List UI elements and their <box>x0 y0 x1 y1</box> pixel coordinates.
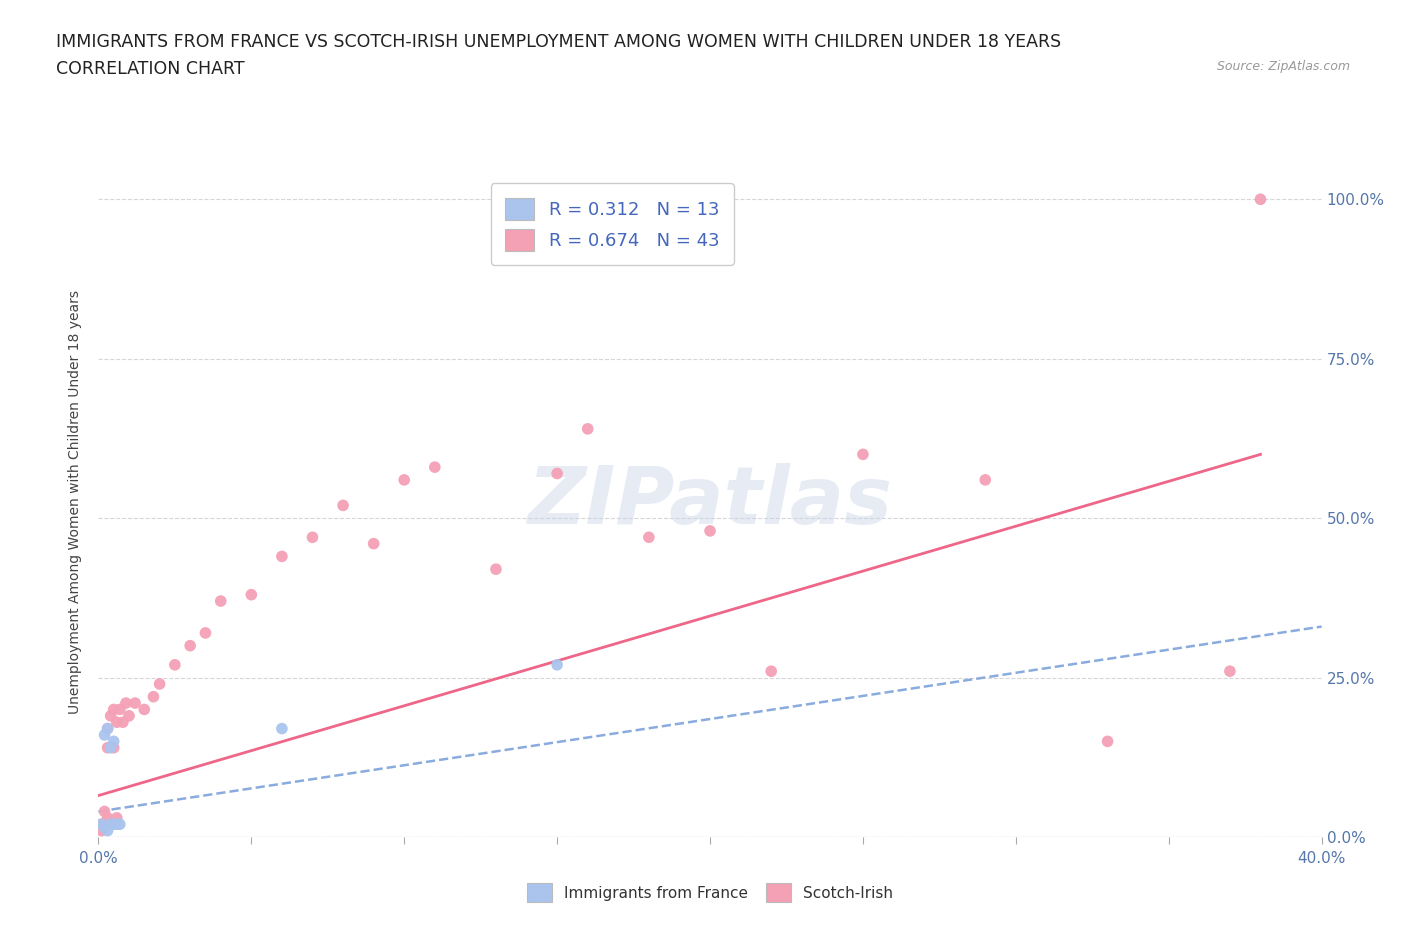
Point <box>699 524 721 538</box>
Point <box>111 715 134 730</box>
Point <box>240 587 263 602</box>
Point <box>100 817 122 831</box>
Point <box>637 530 661 545</box>
Point <box>118 709 141 724</box>
Point <box>100 709 122 724</box>
Point <box>134 702 156 717</box>
Point <box>363 537 385 551</box>
Point <box>485 562 508 577</box>
Point <box>97 823 120 838</box>
Point <box>194 626 217 641</box>
Y-axis label: Unemployment Among Women with Children Under 18 years: Unemployment Among Women with Children U… <box>69 290 83 714</box>
Point <box>97 810 120 825</box>
Point <box>142 689 165 704</box>
Point <box>103 817 125 831</box>
Point <box>100 817 122 831</box>
Point <box>93 817 115 831</box>
Point <box>105 817 128 831</box>
Point <box>93 804 115 819</box>
Point <box>103 702 125 717</box>
Text: IMMIGRANTS FROM FRANCE VS SCOTCH-IRISH UNEMPLOYMENT AMONG WOMEN WITH CHILDREN UN: IMMIGRANTS FROM FRANCE VS SCOTCH-IRISH U… <box>56 33 1062 50</box>
Point <box>90 823 112 838</box>
Point <box>97 721 120 736</box>
Point <box>97 721 120 736</box>
Point <box>332 498 354 512</box>
Point <box>759 664 782 679</box>
Legend: Immigrants from France, Scotch-Irish: Immigrants from France, Scotch-Irish <box>520 876 900 910</box>
Point <box>852 447 875 462</box>
Point <box>105 715 128 730</box>
Point <box>270 721 292 736</box>
Point <box>108 817 131 831</box>
Point <box>93 727 115 742</box>
Point <box>124 696 146 711</box>
Point <box>97 740 120 755</box>
Point <box>209 593 232 608</box>
Point <box>149 676 172 691</box>
Point <box>100 740 122 755</box>
Point <box>103 740 125 755</box>
Point <box>108 702 131 717</box>
Point <box>392 472 416 487</box>
Text: Source: ZipAtlas.com: Source: ZipAtlas.com <box>1216 60 1350 73</box>
Point <box>1097 734 1119 749</box>
Point <box>423 459 446 474</box>
Point <box>576 421 599 436</box>
Point <box>270 549 292 564</box>
Point <box>1219 664 1241 679</box>
Point <box>546 466 568 481</box>
Text: ZIPatlas: ZIPatlas <box>527 463 893 541</box>
Point <box>90 817 112 831</box>
Point <box>163 658 186 672</box>
Point <box>103 734 125 749</box>
Text: CORRELATION CHART: CORRELATION CHART <box>56 60 245 78</box>
Point <box>105 810 128 825</box>
Point <box>93 820 115 835</box>
Point <box>1249 192 1271 206</box>
Point <box>90 817 112 831</box>
Point <box>546 658 568 672</box>
Point <box>115 696 138 711</box>
Point <box>974 472 997 487</box>
Point <box>179 638 201 653</box>
Point <box>301 530 323 545</box>
